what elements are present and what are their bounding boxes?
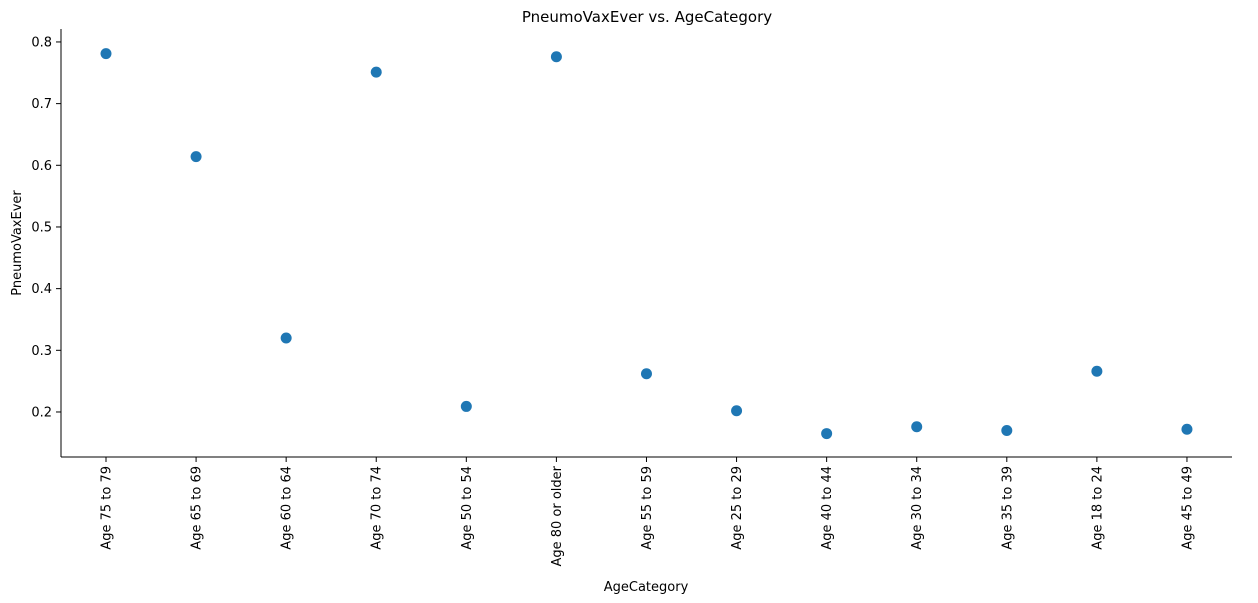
x-tick-label: Age 30 to 34	[910, 466, 925, 550]
y-axis-title: PneumoVaxEver	[10, 190, 25, 296]
data-point	[190, 151, 202, 163]
y-tick-label: 0.7	[31, 97, 52, 112]
x-tick-label: Age 55 to 59	[640, 466, 655, 550]
x-tick-label: Age 25 to 29	[730, 466, 745, 550]
x-axis-title: AgeCategory	[604, 580, 689, 595]
data-point	[911, 421, 923, 433]
x-tick-label: Age 50 to 54	[460, 466, 475, 550]
data-point	[731, 405, 743, 417]
data-point	[1001, 424, 1013, 436]
x-tick-label: Age 45 to 49	[1180, 466, 1195, 550]
data-point	[370, 66, 382, 78]
plot-area	[100, 48, 1193, 440]
data-point	[100, 48, 112, 60]
x-tick-label: Age 60 to 64	[280, 466, 295, 550]
data-point	[460, 400, 472, 412]
y-tick-label: 0.5	[31, 220, 52, 235]
x-tick-label: Age 65 to 69	[190, 466, 205, 550]
data-point	[1181, 423, 1193, 435]
x-tick-label: Age 35 to 39	[1000, 466, 1015, 550]
data-point	[640, 368, 652, 380]
y-tick-label: 0.3	[31, 344, 52, 359]
x-tick-label: Age 18 to 24	[1090, 466, 1105, 550]
x-tick-label: Age 75 to 79	[100, 466, 115, 550]
y-tick-label: 0.2	[31, 405, 52, 420]
y-tick-label: 0.8	[31, 35, 52, 50]
data-point	[280, 332, 292, 344]
data-point	[550, 51, 562, 63]
x-tick-label: Age 40 to 44	[820, 466, 835, 550]
chart-title: PneumoVaxEver vs. AgeCategory	[522, 8, 772, 26]
x-tick-label: Age 80 or older	[550, 465, 565, 566]
data-point	[821, 428, 833, 440]
y-tick-label: 0.4	[31, 282, 52, 297]
y-axis-ticks: 0.2 0.3 0.4 0.5 0.6 0.7 0.8	[31, 35, 61, 420]
data-point	[1091, 365, 1103, 377]
x-tick-label: Age 70 to 74	[370, 466, 385, 550]
x-axis-ticks: Age 75 to 79 Age 65 to 69 Age 60 to 64 Age …	[100, 457, 1195, 567]
y-tick-label: 0.6	[31, 159, 52, 174]
